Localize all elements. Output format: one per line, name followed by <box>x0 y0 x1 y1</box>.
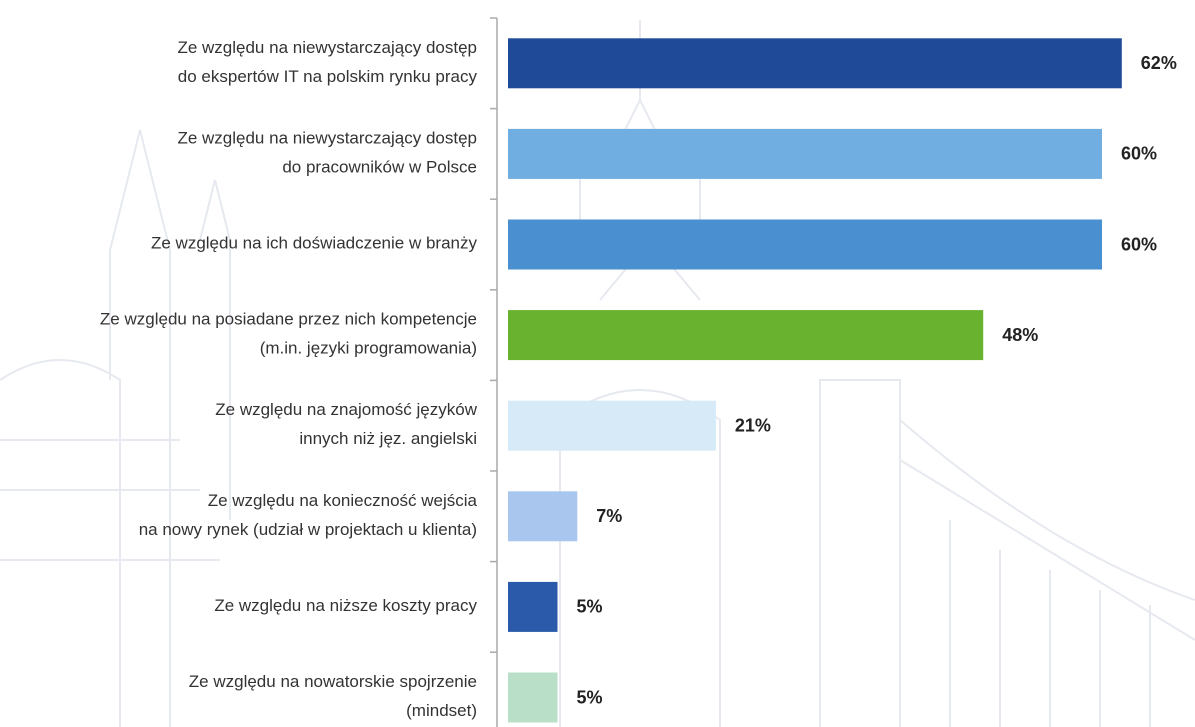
category-line: (mindset) <box>406 701 477 720</box>
category-line: Ze względu na niewystarczający dostęp <box>177 129 477 148</box>
category-line: do ekspertów IT na polskim rynku pracy <box>178 67 478 86</box>
background-drawing <box>0 20 1195 727</box>
category-line: na nowy rynek (udział w projektach u kli… <box>139 520 477 539</box>
category-label: Ze względu na ich doświadczenie w branży <box>151 234 478 253</box>
value-label: 5% <box>577 687 603 707</box>
value-label: 60% <box>1121 144 1157 164</box>
bar <box>508 310 984 361</box>
category-label: Ze względu na niewystarczający dostęp do … <box>177 38 477 86</box>
value-label: 7% <box>596 506 622 526</box>
category-line: Ze względu na konieczność wejścia <box>208 491 478 510</box>
category-line: (m.in. języki programowania) <box>260 339 477 358</box>
value-label: 62% <box>1141 53 1177 73</box>
value-label: 5% <box>577 597 603 617</box>
bar <box>508 491 578 542</box>
category-label: Ze względu na posiadane przez nich kompe… <box>100 310 477 358</box>
bar <box>508 128 1102 179</box>
bar <box>508 400 716 451</box>
bar <box>508 38 1122 89</box>
category-line: Ze względu na posiadane przez nich kompe… <box>100 310 477 329</box>
bar <box>508 219 1102 270</box>
category-line: Ze względu na niższe koszty pracy <box>214 596 477 615</box>
bar <box>508 581 558 632</box>
category-line: innych niż jęz. angielski <box>299 430 477 449</box>
category-label: Ze względu na nowatorskie spojrzenie (min… <box>189 672 477 720</box>
category-label: Ze względu na konieczność wejścia na nowy… <box>139 491 478 539</box>
category-line: Ze względu na niewystarczający dostęp <box>177 38 477 57</box>
category-line: Ze względu na znajomość języków <box>215 401 477 420</box>
bar <box>508 672 558 723</box>
category-line: Ze względu na nowatorskie spojrzenie <box>189 672 477 691</box>
category-label: Ze względu na niewystarczający dostęp do … <box>177 129 477 177</box>
value-label: 21% <box>735 415 771 435</box>
category-label: Ze względu na niższe koszty pracy <box>214 596 477 615</box>
value-label: 60% <box>1121 234 1157 254</box>
value-label: 48% <box>1002 325 1038 345</box>
category-label: Ze względu na znajomość języków innych ni… <box>215 401 477 449</box>
category-line: Ze względu na ich doświadczenie w branży <box>151 234 478 253</box>
category-line: do pracowników w Polsce <box>282 158 477 177</box>
